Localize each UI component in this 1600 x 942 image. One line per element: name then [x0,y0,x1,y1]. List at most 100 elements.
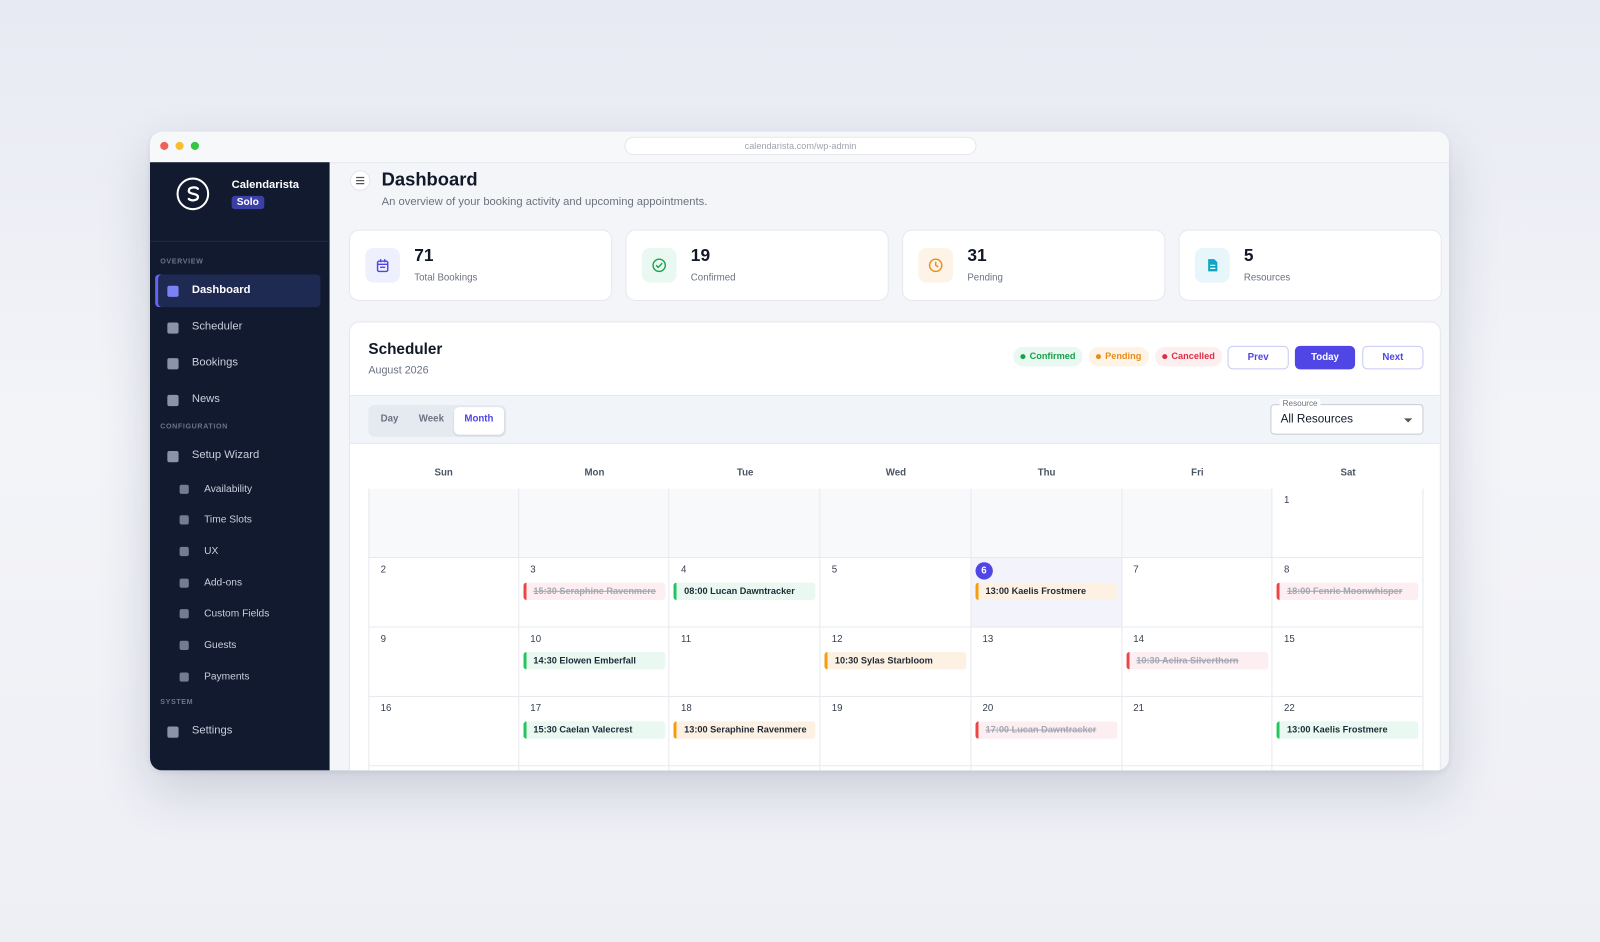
nav-icon [167,451,179,463]
day-cell[interactable]: 1 [1272,488,1424,559]
day-number: 21 [1133,703,1145,715]
view-tab[interactable]: Month [454,407,504,435]
day-cell[interactable]: 5 [820,558,972,628]
nav-item[interactable]: Custom Fields [155,601,320,628]
stat-label: Pending [967,272,1003,284]
day-cell[interactable]: 18 13:00 Seraphine Ravenmere [669,696,821,767]
nav-label: Time Slots [204,514,252,526]
legend-pill: Confirmed [1013,346,1083,367]
day-number: 11 [681,633,692,645]
day-cell[interactable]: 20 17:00 Lucan Dawntracker [971,696,1122,767]
nav-label: Availability [204,483,253,495]
nav-item[interactable]: Setup Wizard [155,440,320,473]
day-cell[interactable]: 11 [669,627,821,697]
day-cell[interactable]: 7 [1121,558,1273,628]
nav-label: Setup Wizard [191,448,260,462]
event[interactable]: 10:30 Aelira Silverthorn [1126,652,1268,670]
event[interactable]: 17:00 Lucan Dawntracker [975,721,1118,739]
stat-label: Resources [1243,272,1291,284]
day-cell[interactable] [368,488,520,559]
view-tab[interactable]: Week [418,413,444,425]
stat-icon [365,247,400,283]
logo [176,177,210,211]
event[interactable]: 14:30 Elowen Emberfall [523,652,665,670]
stat-card: 31 Pending [902,229,1166,302]
nav-item[interactable]: Time Slots [155,507,320,534]
day-cell[interactable]: 15 [1272,627,1424,697]
scheduler-period: August 2026 [368,364,429,377]
nav-item[interactable]: Scheduler [155,311,320,344]
day-cell[interactable]: 12 10:30 Sylas Starbloom [820,627,972,697]
event[interactable]: 13:00 Seraphine Ravenmere [673,721,816,739]
day-cell[interactable] [519,488,670,559]
day-number: 2 [380,564,387,576]
nav-item[interactable]: UX [155,539,320,566]
brand-name: Calendarista [231,178,300,191]
next-button[interactable]: Next [1362,345,1424,370]
event[interactable]: 15:30 Seraphine Ravenmere [523,582,665,600]
nav-item[interactable]: Add-ons [155,570,320,597]
day-cell[interactable]: 17 15:30 Caelan Valecrest [519,696,670,767]
view-tab[interactable]: Day [380,413,399,425]
logo-mark [187,186,200,202]
day-cell [1272,766,1424,771]
nav-item[interactable]: News [155,383,320,416]
day-cell[interactable]: 19 [820,696,972,767]
event[interactable]: 08:00 Lucan Dawntracker [673,582,816,600]
event[interactable]: 15:30 Caelan Valecrest [523,721,665,739]
day-cell[interactable] [971,488,1122,559]
day-cell[interactable]: 10 14:30 Elowen Emberfall [519,627,670,697]
nav-item[interactable]: Payments [155,664,320,691]
event[interactable]: 13:00 Kaelis Frostmere [975,582,1118,600]
nav-label: UX [204,545,219,558]
today-label: Today [1311,352,1339,364]
day-number: 22 [1283,703,1295,715]
day-cell[interactable]: 21 [1121,696,1273,767]
day-cell[interactable]: 16 [368,696,520,767]
url-bar[interactable]: calendarista.com/wp-admin [624,136,977,156]
scheduler-title: Scheduler [368,340,443,359]
stat-icon [1194,247,1230,283]
day-cell[interactable]: 9 [368,627,520,697]
stat-icon [641,247,677,283]
minimize-dot[interactable] [175,141,184,150]
next-label: Next [1382,352,1404,364]
day-number: 17 [530,703,542,715]
nav-item[interactable]: Settings [155,716,320,749]
day-cell[interactable]: 6 13:00 Kaelis Frostmere [971,558,1122,628]
today-button[interactable]: Today [1294,345,1356,370]
event[interactable]: 13:00 Kaelis Frostmere [1276,721,1419,739]
day-cell[interactable]: 4 08:00 Lucan Dawntracker [669,558,821,628]
day-number: 20 [982,703,994,715]
day-cell[interactable]: 8 18:00 Fenric Moonwhisper [1272,558,1424,628]
day-cell[interactable]: 22 13:00 Kaelis Frostmere [1272,696,1424,767]
day-cell[interactable] [669,488,821,559]
day-cell[interactable] [1121,488,1273,559]
day-cell[interactable]: 14 10:30 Aelira Silverthorn [1121,627,1273,697]
weekday: Fri [1191,467,1204,479]
nav-icon [167,394,179,406]
close-dot[interactable] [160,141,169,150]
day-number: 4 [681,564,687,576]
title-bar: calendarista.com/wp-admin [149,131,1449,164]
prev-button[interactable]: Prev [1227,345,1289,370]
toolbar: Day Week Month Resource All Resources [349,394,1440,444]
day-cell[interactable]: 3 15:30 Seraphine Ravenmere [519,558,670,628]
menu-toggle[interactable] [349,170,371,191]
day-cell[interactable]: 13 [971,627,1122,697]
day-cell[interactable] [820,488,972,559]
nav-icon [179,609,189,619]
event[interactable]: 10:30 Sylas Starbloom [824,652,967,670]
nav-item[interactable]: Bookings [155,347,320,380]
section-title: OVERVIEW [160,258,204,266]
zoom-dot[interactable] [190,141,199,150]
day-number: 7 [1133,564,1139,576]
day-cell[interactable]: 2 [368,558,520,628]
resource-select[interactable]: Resource All Resources [1270,398,1424,435]
weekday: Thu [1037,467,1056,479]
nav-item[interactable]: Guests [155,633,320,660]
event[interactable]: 18:00 Fenric Moonwhisper [1276,582,1419,600]
nav-item[interactable]: Availability [155,476,320,503]
nav-item[interactable]: Dashboard [155,274,321,308]
